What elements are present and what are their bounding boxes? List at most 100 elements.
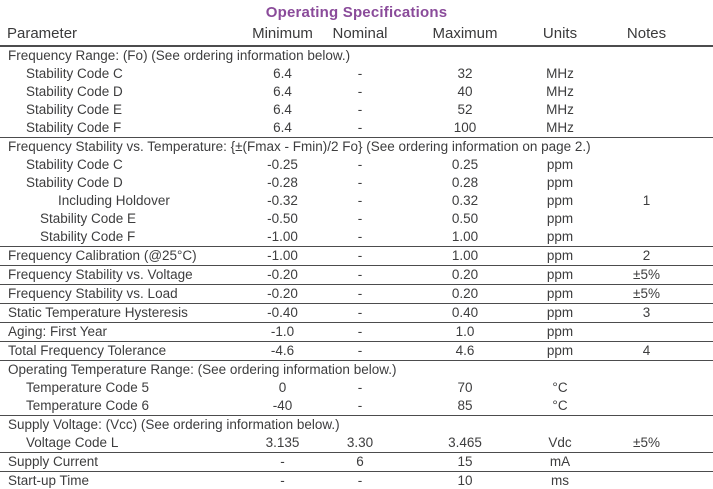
units-cell: MHz (546, 102, 574, 117)
param-cell: Aging: First Year (0, 322, 235, 342)
notes-cell (580, 228, 713, 247)
param-cell: Including Holdover (58, 193, 170, 208)
max-cell: 10 (390, 471, 540, 489)
notes-cell (580, 156, 713, 174)
max-cell: 4.6 (390, 341, 540, 361)
max-cell: 32 (457, 66, 473, 81)
max-cell: 40 (457, 84, 473, 99)
units-cell: ppm (540, 341, 580, 361)
table-row: Stability Code D 6.4 - 40 MHz (0, 83, 713, 101)
units-cell: ppm (540, 246, 580, 266)
min-cell: -1.00 (235, 246, 330, 266)
nominal-cell: - (330, 341, 390, 361)
table-row: Stability Code D -0.28-0.28 ppm (0, 174, 713, 192)
nominal-cell: - (330, 471, 390, 489)
notes-cell (580, 322, 713, 342)
section-row: Supply Voltage: (Vcc) (See ordering info… (0, 416, 713, 435)
min-cell: -4.6 (235, 341, 330, 361)
notes-cell (580, 119, 713, 138)
notes-cell (580, 471, 713, 489)
max-cell: 1.0 (390, 322, 540, 342)
table-row: Supply Current -6 15 mA (0, 452, 713, 472)
max-cell: 1.00 (390, 228, 540, 247)
column-header-notes: Notes (580, 24, 713, 47)
max-cell: 1.00 (390, 246, 540, 266)
table-row: Stability Code C 6.4 - 32 MHz (0, 65, 713, 83)
nominal-cell: - (330, 322, 390, 342)
max-cell: 0.40 (390, 303, 540, 323)
nominal-cell: - (330, 397, 390, 416)
min-cell: -1.0 (235, 322, 330, 342)
page-title: Operating Specifications (265, 4, 448, 21)
notes-cell (580, 210, 713, 228)
units-cell: °C (552, 380, 568, 395)
param-cell: Stability Code E (40, 211, 137, 226)
notes-cell (580, 379, 713, 397)
nominal-cell: - (357, 380, 363, 395)
table-row: Stability Code E -0.50-0.50 ppm (0, 210, 713, 228)
min-cell: 6.4 (273, 102, 292, 117)
min-cell: -0.25 (267, 157, 298, 172)
param-cell: Frequency Calibration (@25°C) (0, 246, 235, 266)
min-cell: -0.40 (235, 303, 330, 323)
notes-cell: 2 (580, 246, 713, 266)
param-cell: Stability Code F (0, 119, 235, 138)
min-cell: 0 (278, 380, 287, 395)
units-cell: mA (540, 452, 580, 472)
notes-cell (580, 397, 713, 416)
units-cell: MHz (546, 84, 574, 99)
notes-cell (580, 65, 713, 83)
nominal-cell: 3.30 (330, 434, 390, 453)
units-cell: MHz (540, 119, 580, 138)
nominal-cell: - (330, 228, 390, 247)
max-cell: 0.20 (390, 284, 540, 304)
nominal-cell: - (330, 246, 390, 266)
param-cell: Start-up Time (0, 471, 235, 489)
param-cell: Stability Code F (0, 228, 235, 247)
column-header-maximum: Maximum (390, 24, 540, 47)
table-header: Parameter Minimum Nominal Maximum Units … (0, 24, 713, 47)
nominal-cell: - (357, 157, 363, 172)
table-row: Temperature Code 5 0 - 70 °C (0, 379, 713, 397)
nominal-cell: - (357, 84, 363, 99)
param-cell: Temperature Code 6 (0, 397, 235, 416)
column-header-units: Units (540, 24, 580, 47)
table-row: Stability Code F 6.4-100 MHz (0, 119, 713, 138)
min-cell: - (235, 471, 330, 489)
param-cell: Supply Current (0, 452, 235, 472)
param-cell: Stability Code C (26, 66, 123, 81)
nominal-cell: - (357, 193, 363, 208)
units-cell: ppm (546, 193, 574, 208)
section-row: Operating Temperature Range: (See orderi… (0, 361, 713, 380)
notes-cell: 1 (642, 193, 651, 208)
nominal-cell: - (330, 303, 390, 323)
min-cell: -40 (235, 397, 330, 416)
param-cell: Static Temperature Hysteresis (0, 303, 235, 323)
min-cell: -0.32 (267, 193, 298, 208)
max-cell: 0.50 (451, 211, 479, 226)
specifications-table: Parameter Minimum Nominal Maximum Units … (0, 24, 713, 489)
units-cell: ppm (546, 211, 574, 226)
table-row: Temperature Code 6 -40-85 °C (0, 397, 713, 416)
max-cell: 70 (457, 380, 473, 395)
nominal-cell: - (357, 66, 363, 81)
section-label: Supply Voltage: (Vcc) (See ordering info… (8, 417, 340, 432)
column-header-minimum: Minimum (235, 24, 330, 47)
table-row: Voltage Code L 3.135 3.30 3.465 Vdc ±5% (0, 434, 713, 453)
table-row: Total Frequency Tolerance -4.6-4.6 ppm 4 (0, 341, 713, 361)
units-cell: ppm (540, 303, 580, 323)
max-cell: 85 (390, 397, 540, 416)
min-cell: -1.00 (235, 228, 330, 247)
param-cell: Temperature Code 5 (26, 380, 150, 395)
param-cell: Stability Code E (26, 102, 123, 117)
param-cell: Total Frequency Tolerance (0, 341, 235, 361)
table-row: Aging: First Year -1.0-1.0 ppm (0, 322, 713, 342)
table-row: Frequency Calibration (@25°C) -1.00-1.00 p… (0, 246, 713, 266)
section-label: Frequency Range: (Fo) (See ordering info… (8, 48, 351, 63)
param-cell: Stability Code D (26, 84, 123, 99)
column-header-nominal: Nominal (330, 24, 390, 47)
table-row: Static Temperature Hysteresis -0.40-0.40 p… (0, 303, 713, 323)
nominal-cell: - (357, 211, 363, 226)
section-row: Frequency Stability vs. Temperature: {±(… (0, 138, 713, 157)
